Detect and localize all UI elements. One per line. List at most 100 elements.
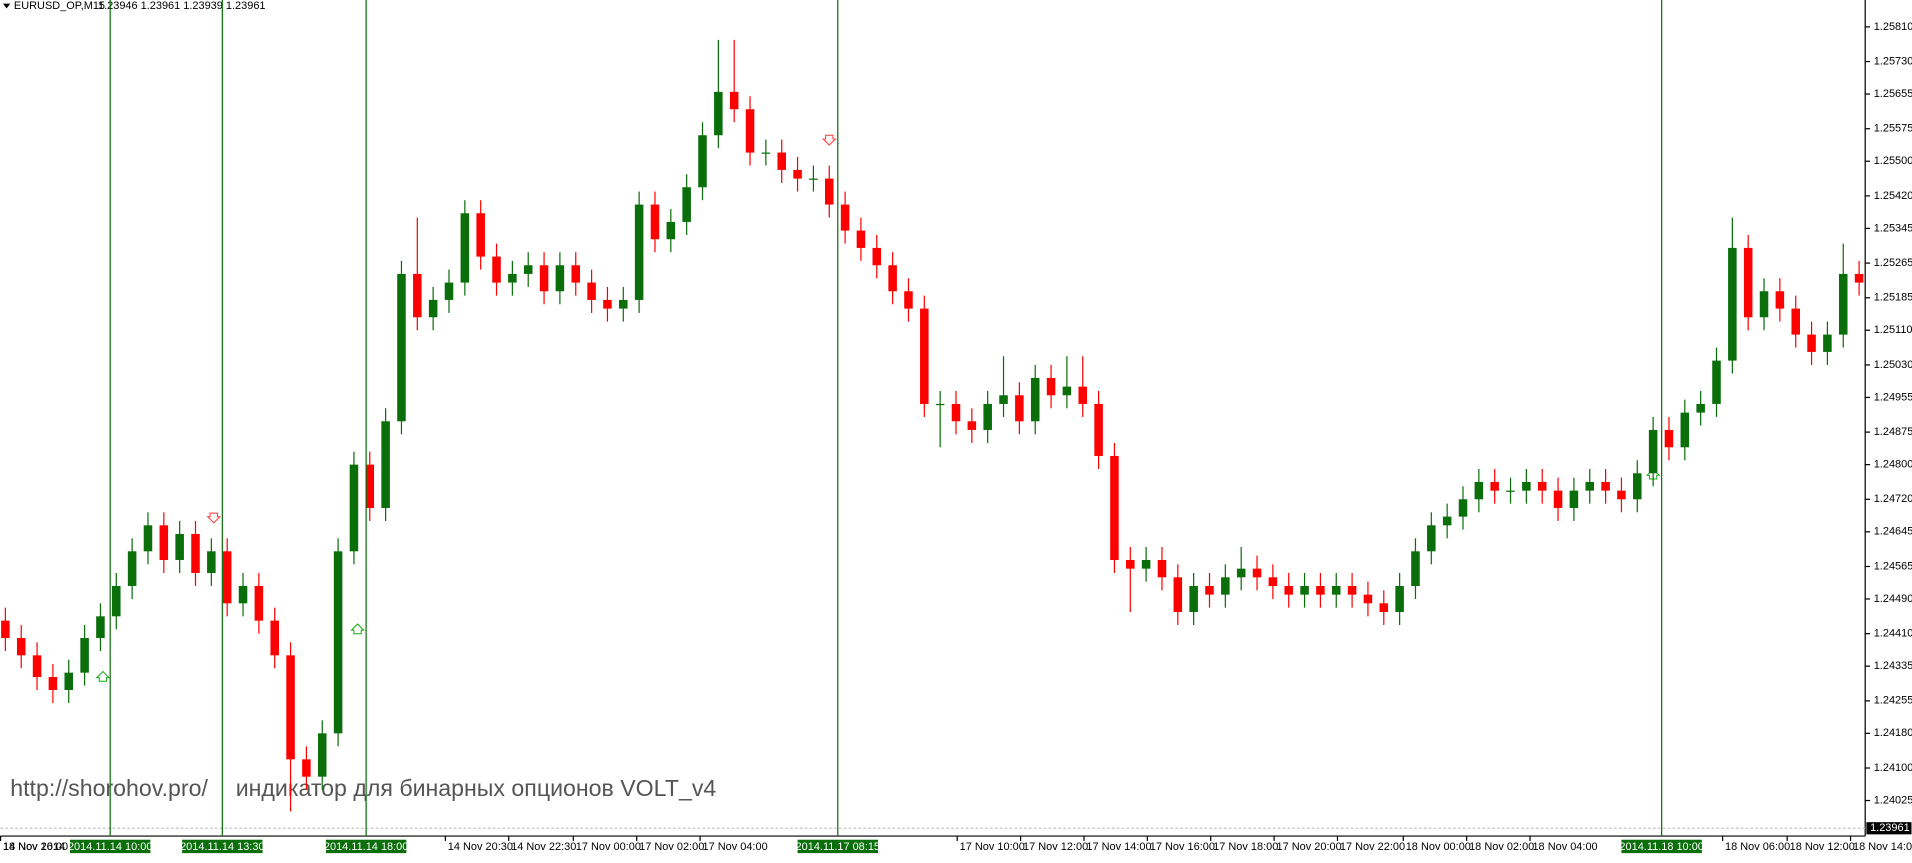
candle-body [920,308,929,404]
candle-body [32,655,42,677]
x-tick-label: 17 Nov 10:00 [960,841,1025,853]
candle-body [650,204,660,240]
candle-body [349,464,359,552]
candle-body [1363,594,1373,604]
y-tick-label: 1.24025 [1874,794,1912,806]
x-tick-label: 17 Nov 20:00 [1277,841,1342,853]
y-tick-label: 1.24180 [1874,727,1912,739]
candle-body [1189,585,1198,612]
x-tick-label: 18 Nov 12:00 [1790,841,1855,853]
candle-body [1205,585,1214,595]
candle-body [508,273,517,283]
candle-body [413,273,422,318]
marker-label-box [797,839,878,854]
candle-body [1680,412,1690,448]
candle-body [1569,490,1579,508]
x-tick-label: 17 Nov 22:00 [1340,841,1405,853]
x-tick-label: 17 Nov 12:00 [1023,841,1088,853]
candle-body [1157,559,1167,578]
y-tick-label: 1.24565 [1874,560,1912,572]
x-tick-label: 17 Nov 18:00 [1213,841,1278,853]
candle-body [1046,377,1056,396]
candle-body [761,152,771,154]
candle-body [1696,403,1705,413]
candle-body [143,525,153,552]
candle-body [1728,247,1737,361]
last-price-label: 1.23961 [1870,822,1910,834]
candle-body [999,395,1008,404]
y-tick-label: 1.25345 [1874,222,1912,234]
candle-body [904,291,913,309]
candle-body [1331,585,1341,595]
candle-body [603,299,612,309]
candle-body [1141,559,1151,569]
candle-body [1347,585,1357,595]
y-tick-label: 1.25265 [1874,257,1912,269]
candle-body [302,759,311,777]
candle-body [1823,334,1832,352]
y-tick-label: 1.25500 [1874,155,1912,167]
candle-body [1759,291,1769,318]
x-tick-label: 14 Nov 20:30 [448,841,513,853]
x-tick-label: 14 Nov 22:30 [511,841,576,853]
x-tick-label: 18 Nov 00:00 [1406,841,1471,853]
candle-body [1537,481,1547,491]
candle-body [682,187,691,222]
candle-body [1252,568,1262,578]
candle-body [254,585,264,621]
candle-body [1648,429,1658,474]
candle-body [112,585,121,617]
candle-body [967,421,977,430]
candle-body [1062,386,1072,396]
candle-body [745,109,755,153]
marker-label: 2014.11.14 18:00 [324,841,408,853]
candle-body [476,213,485,257]
candle-body [666,221,676,240]
candle-body [1522,481,1531,491]
candle-body [222,551,232,604]
marker-label-box [69,839,151,854]
sell-arrow [206,512,222,524]
y-tick-label: 1.25185 [1874,292,1912,304]
y-tick-label: 1.24800 [1874,459,1912,471]
marker-label-box [1621,839,1702,854]
candle-body [207,551,216,573]
x-tick-label: 17 Nov 00:00 [576,841,641,853]
symbol-title: EURUSD_OP,M15 [14,0,105,12]
candle-body [1633,473,1642,500]
candle-body [444,282,454,300]
y-tick-label: 1.25655 [1874,88,1912,100]
candle-body [1411,551,1420,586]
candle-body [1094,403,1103,456]
candle-body [539,265,549,292]
candle-body [777,152,786,170]
marker-label: 2014.11.18 10:00 [1619,841,1703,853]
candle-body [824,178,834,205]
candle-body [935,403,945,406]
marker-label-box [325,839,407,854]
x-tick-label: 14 Nov 2014 [3,841,65,853]
candle-body [365,464,375,508]
y-tick-label: 1.25575 [1874,123,1912,135]
candle-body [1490,481,1499,491]
candle-body [96,616,105,638]
candle-body [619,299,628,309]
candle-body [397,273,406,422]
candle-body [381,421,390,508]
marker-label-box [182,839,263,854]
candle-body [1838,273,1848,335]
candle-body [428,299,438,318]
candle-body [1395,585,1404,612]
candle-body [1458,499,1468,517]
y-tick-label: 1.25030 [1874,359,1912,371]
sell-arrow [821,134,837,146]
menu-arrow [2,3,11,9]
candle-body [571,265,581,283]
candle-body [1474,481,1484,500]
candle-body [1791,308,1800,335]
candle-body [856,230,866,248]
candle-body [1427,525,1436,552]
signals [95,134,1661,682]
candle-body [191,533,200,573]
